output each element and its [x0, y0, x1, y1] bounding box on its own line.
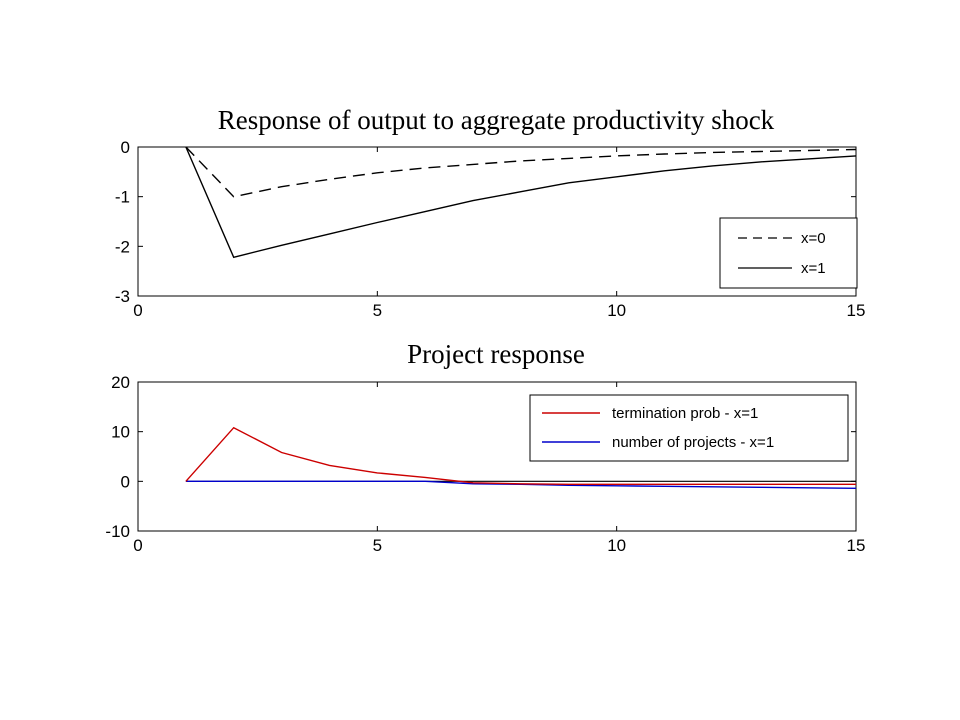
y-tick-label: -2 — [115, 237, 130, 256]
y-tick-label: -1 — [115, 188, 130, 207]
x-tick-label: 5 — [373, 536, 382, 555]
chart-title: Project response — [407, 339, 585, 369]
y-tick-label: 10 — [111, 423, 130, 442]
legend: x=0 x=1 — [719, 217, 858, 289]
series-line-termination-prob-x-1 — [185, 426, 856, 485]
y-tick-label: 0 — [121, 472, 130, 491]
x-tick-label: 15 — [847, 301, 866, 320]
x-tick-label: 5 — [373, 301, 382, 320]
x-tick-label: 0 — [133, 301, 142, 320]
x-tick-label: 10 — [607, 301, 626, 320]
y-tick-label: 0 — [121, 138, 130, 157]
series-line-x-0 — [185, 146, 857, 198]
series-line-x-1 — [185, 146, 857, 259]
y-tick-label: 20 — [111, 373, 130, 392]
x-tick-label: 10 — [607, 536, 626, 555]
legend-label-x0: x=0 — [801, 230, 826, 247]
legend: termination prob - x=1 number of project… — [529, 394, 849, 462]
legend-label-x1: x=1 — [801, 260, 826, 277]
y-tick-label: -3 — [115, 287, 130, 306]
y-tick-label: -10 — [105, 522, 130, 541]
output-response-chart: Response of output to aggregate producti… — [115, 105, 866, 320]
chart-title: Response of output to aggregate producti… — [218, 105, 775, 135]
legend-label-projects: number of projects - x=1 — [612, 434, 774, 451]
x-tick-label: 0 — [133, 536, 142, 555]
legend-box — [529, 394, 849, 462]
legend-box — [719, 217, 858, 289]
legend-label-termination: termination prob - x=1 — [612, 405, 758, 422]
x-tick-label: 15 — [847, 536, 866, 555]
